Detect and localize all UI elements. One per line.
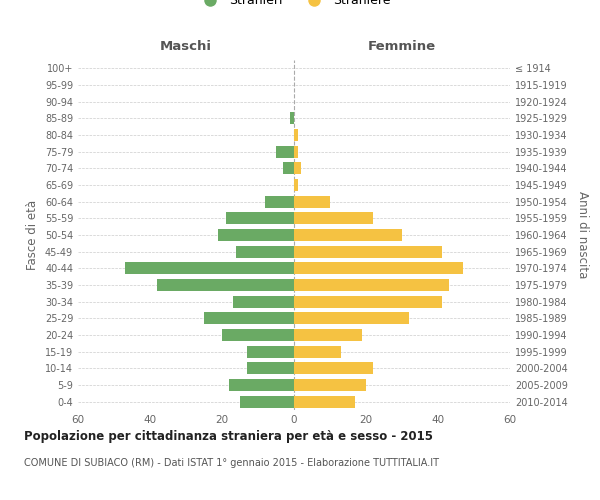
Bar [125, 262, 294, 274]
Bar [294, 129, 298, 141]
Bar [294, 212, 373, 224]
Text: Femmine: Femmine [368, 40, 436, 52]
Y-axis label: Fasce di età: Fasce di età [26, 200, 39, 270]
Bar [294, 262, 463, 274]
Bar [294, 379, 366, 391]
Bar [226, 212, 294, 224]
Bar [294, 196, 330, 207]
Y-axis label: Anni di nascita: Anni di nascita [575, 192, 589, 278]
Bar [265, 196, 294, 207]
Text: Maschi: Maschi [160, 40, 212, 52]
Bar [294, 329, 362, 341]
Bar [294, 229, 402, 241]
Bar [294, 162, 301, 174]
Bar [233, 296, 294, 308]
Bar [294, 346, 341, 358]
Legend: Stranieri, Straniere: Stranieri, Straniere [193, 0, 395, 12]
Bar [247, 362, 294, 374]
Bar [294, 312, 409, 324]
Bar [247, 346, 294, 358]
Bar [294, 279, 449, 291]
Bar [240, 396, 294, 407]
Bar [229, 379, 294, 391]
Text: COMUNE DI SUBIACO (RM) - Dati ISTAT 1° gennaio 2015 - Elaborazione TUTTITALIA.IT: COMUNE DI SUBIACO (RM) - Dati ISTAT 1° g… [24, 458, 439, 468]
Bar [204, 312, 294, 324]
Text: Popolazione per cittadinanza straniera per età e sesso - 2015: Popolazione per cittadinanza straniera p… [24, 430, 433, 443]
Bar [294, 362, 373, 374]
Bar [290, 112, 294, 124]
Bar [236, 246, 294, 258]
Bar [157, 279, 294, 291]
Bar [276, 146, 294, 158]
Bar [294, 296, 442, 308]
Bar [294, 246, 442, 258]
Bar [294, 146, 298, 158]
Bar [294, 396, 355, 407]
Bar [222, 329, 294, 341]
Bar [283, 162, 294, 174]
Bar [218, 229, 294, 241]
Bar [294, 179, 298, 191]
